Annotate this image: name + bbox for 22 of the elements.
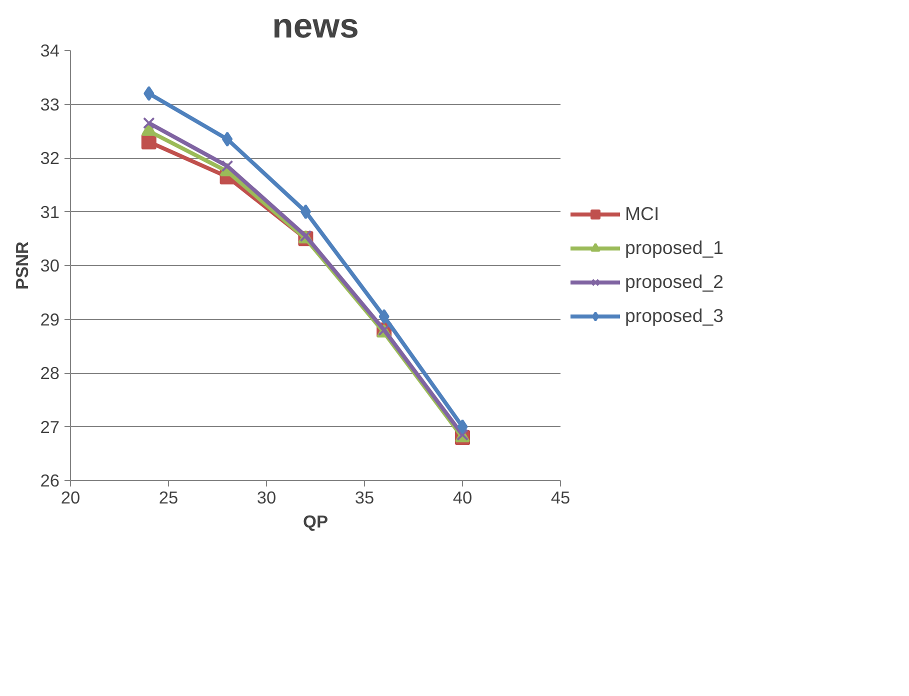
y-tick-label: 26 bbox=[40, 470, 60, 490]
x-tick-label: 25 bbox=[158, 488, 178, 508]
y-axis-title: PSNR bbox=[12, 240, 32, 290]
x-tick-label: 20 bbox=[60, 488, 80, 508]
x-tick-label: 30 bbox=[256, 488, 276, 508]
y-tick-label: 32 bbox=[40, 148, 60, 168]
legend-label: proposed_1 bbox=[625, 237, 724, 259]
legend-label: MCI bbox=[625, 203, 660, 225]
legend-label: proposed_3 bbox=[625, 305, 724, 327]
legend-label: proposed_2 bbox=[625, 271, 724, 293]
x-tick-label: 40 bbox=[452, 488, 472, 508]
y-tick-label: 34 bbox=[40, 40, 60, 60]
y-tick-label: 27 bbox=[40, 416, 60, 437]
y-tick-label: 29 bbox=[40, 309, 60, 330]
y-tick-label: 28 bbox=[40, 363, 60, 383]
x-tick-label: 35 bbox=[354, 488, 374, 508]
y-tick-label: 33 bbox=[40, 94, 60, 114]
chart-title: news bbox=[272, 8, 359, 46]
x-tick-label: 45 bbox=[550, 488, 570, 508]
y-tick-label: 30 bbox=[40, 256, 60, 276]
y-tick-label: 31 bbox=[40, 202, 60, 222]
x-axis-title: QP bbox=[302, 512, 328, 532]
